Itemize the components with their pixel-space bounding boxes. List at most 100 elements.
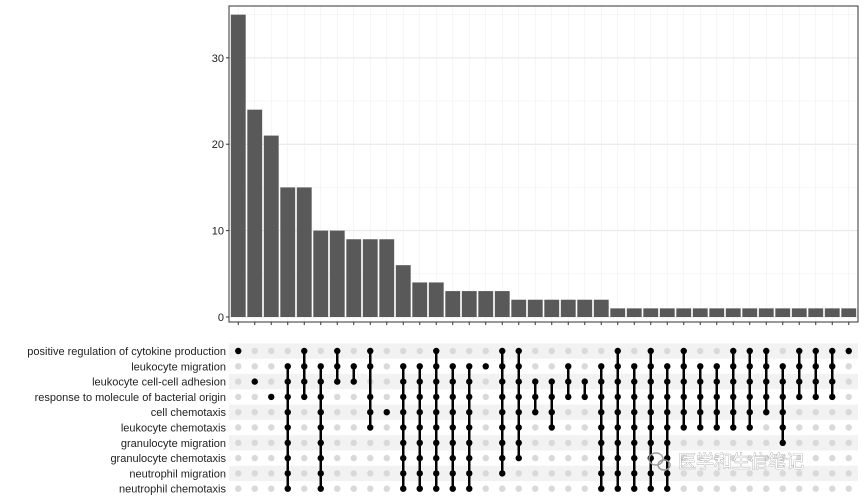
matrix-dot-active [796,393,803,401]
set-label: cell chemotaxis [151,407,227,419]
bar [247,109,263,318]
matrix-dot-inactive [268,454,275,462]
set-label: leukocyte migration [131,361,226,373]
matrix-dot-active [466,363,473,370]
matrix-dot-inactive [796,424,803,431]
matrix-dot-active [664,470,671,477]
matrix-dot-active [433,470,440,477]
set-label: neutrophil chemotaxis [119,484,227,496]
matrix-dot-active [515,378,522,385]
matrix-dot-inactive [334,470,341,477]
matrix-dot-inactive [680,454,687,462]
matrix-dot-active [598,424,605,431]
matrix-dot-inactive [499,485,506,492]
matrix-dot-active [350,378,357,385]
matrix-row-band [229,465,858,482]
matrix-dot-inactive [482,485,489,492]
matrix-dot-inactive [812,470,819,477]
matrix-dot-inactive [548,470,555,477]
matrix-dot-active [581,393,588,401]
matrix-dot-inactive [796,485,803,492]
matrix-dot-inactive [581,409,588,416]
matrix-dot-inactive [334,454,341,462]
matrix-dot-inactive [581,439,588,446]
matrix-dot-inactive [251,409,258,416]
matrix-dot-active [449,470,456,477]
matrix-dot-inactive [763,424,770,431]
matrix-dot-inactive [334,439,341,446]
matrix-dot-active [614,424,621,431]
set-label: response to molecule of bacterial origin [35,392,226,404]
matrix-dot-inactive [268,347,275,355]
matrix-dot-active [845,347,852,355]
matrix-dot-active [515,424,522,431]
matrix-dot-active [301,378,308,385]
bar [676,308,692,317]
matrix-dot-active [598,363,605,370]
matrix-dot-active [730,347,737,355]
matrix-dot-inactive [565,424,572,431]
matrix-dot-inactive [829,470,836,477]
matrix-dot-active [466,424,473,431]
matrix-dot-active [416,409,423,416]
matrix-dot-inactive [763,470,770,477]
matrix-dot-inactive [581,470,588,477]
matrix-dot-active [796,378,803,385]
matrix-dot-inactive [763,439,770,446]
matrix-dot-active [284,363,291,370]
matrix-dot-inactive [812,424,819,431]
matrix-dot-active [565,378,572,385]
matrix-dot-inactive [532,347,539,355]
y-tick-label: 0 [218,312,224,324]
matrix-dot-inactive [482,347,489,355]
matrix-dot-inactive [268,424,275,431]
matrix-dot-inactive [251,485,258,492]
matrix-dot-active [680,363,687,370]
matrix-dot-active [631,393,638,401]
bar [478,291,494,317]
matrix-dot-inactive [548,347,555,355]
matrix-dot-inactive [235,409,242,416]
matrix-dot-active [598,439,605,446]
matrix-dot-active [581,378,588,385]
matrix-dot-active [532,393,539,401]
matrix-dot-inactive [845,409,852,416]
matrix-dot-active [631,409,638,416]
bar [461,291,477,317]
matrix-dot-active [829,378,836,385]
matrix-dot-active [499,393,506,401]
matrix-dot-active [301,347,308,355]
matrix-dot-active [779,363,786,370]
matrix-dot-inactive [416,347,423,355]
matrix-dot-active [284,439,291,446]
matrix-dot-active [664,378,671,385]
matrix-dot-active [730,424,737,431]
matrix-dot-active [796,347,803,355]
matrix-dot-inactive [548,439,555,446]
matrix-dot-inactive [812,439,819,446]
matrix-dot-active [400,439,407,446]
bar [379,239,395,317]
matrix-dot-inactive [581,424,588,431]
matrix-dot-active [449,424,456,431]
matrix-dot-active [367,347,374,355]
matrix-dot-inactive [532,470,539,477]
matrix-dot-active [829,347,836,355]
matrix-dot-inactive [334,424,341,431]
matrix-dot-inactive [713,347,720,355]
matrix-dot-active [317,454,324,462]
bar [263,135,279,317]
matrix-dot-active [647,409,654,416]
matrix-dot-active [565,363,572,370]
matrix-dot-active [779,409,786,416]
matrix-dot-active [416,485,423,492]
matrix-dot-active [466,378,473,385]
matrix-dot-inactive [301,470,308,477]
y-tick-label: 10 [212,226,224,238]
matrix-dot-inactive [235,470,242,477]
matrix-dot-active [515,454,522,462]
matrix-dot-active [614,470,621,477]
matrix-dot-inactive [713,454,720,462]
matrix-dot-active [268,393,275,401]
